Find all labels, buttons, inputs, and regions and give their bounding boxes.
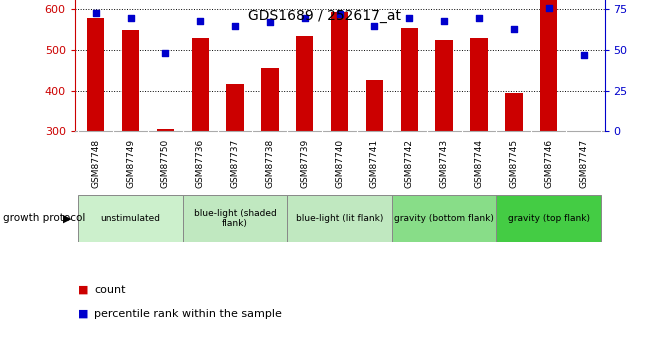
Bar bbox=[497, 195, 601, 242]
Point bbox=[369, 23, 380, 29]
Text: ▶: ▶ bbox=[63, 213, 72, 223]
Bar bbox=[331, 11, 348, 131]
Bar bbox=[296, 36, 313, 131]
Text: GSM87741: GSM87741 bbox=[370, 138, 379, 188]
Text: gravity (bottom flank): gravity (bottom flank) bbox=[395, 214, 494, 223]
Bar bbox=[183, 195, 287, 242]
Point bbox=[90, 10, 101, 16]
Bar bbox=[366, 80, 384, 131]
Point bbox=[300, 15, 310, 20]
Text: GSM87750: GSM87750 bbox=[161, 138, 170, 188]
Bar bbox=[122, 30, 139, 131]
Bar bbox=[261, 68, 279, 131]
Text: GSM87743: GSM87743 bbox=[439, 138, 448, 188]
Text: growth protocol: growth protocol bbox=[3, 213, 86, 223]
Bar bbox=[192, 38, 209, 131]
Text: GSM87749: GSM87749 bbox=[126, 138, 135, 188]
Point bbox=[474, 15, 484, 20]
Text: GSM87740: GSM87740 bbox=[335, 138, 344, 188]
Text: ■: ■ bbox=[78, 285, 88, 295]
Text: GSM87742: GSM87742 bbox=[405, 138, 414, 188]
Point bbox=[404, 15, 415, 20]
Text: GSM87748: GSM87748 bbox=[91, 138, 100, 188]
Text: GSM87745: GSM87745 bbox=[510, 138, 519, 188]
Bar bbox=[436, 40, 453, 131]
Bar bbox=[287, 195, 392, 242]
Text: GSM87746: GSM87746 bbox=[544, 138, 553, 188]
Bar bbox=[157, 129, 174, 131]
Text: GSM87747: GSM87747 bbox=[579, 138, 588, 188]
Point bbox=[160, 50, 170, 56]
Point bbox=[195, 18, 205, 23]
Bar bbox=[392, 195, 497, 242]
Text: GSM87739: GSM87739 bbox=[300, 138, 309, 188]
Text: blue-light (shaded
flank): blue-light (shaded flank) bbox=[194, 208, 276, 228]
Text: gravity (top flank): gravity (top flank) bbox=[508, 214, 590, 223]
Text: blue-light (lit flank): blue-light (lit flank) bbox=[296, 214, 384, 223]
Text: unstimulated: unstimulated bbox=[101, 214, 161, 223]
Point bbox=[543, 5, 554, 11]
Text: GSM87744: GSM87744 bbox=[474, 138, 484, 188]
Bar bbox=[78, 195, 183, 242]
Text: GDS1689 / 252617_at: GDS1689 / 252617_at bbox=[248, 9, 402, 23]
Text: GSM87737: GSM87737 bbox=[231, 138, 240, 188]
Bar bbox=[471, 38, 488, 131]
Point bbox=[334, 12, 345, 17]
Point bbox=[578, 52, 589, 58]
Point bbox=[265, 20, 275, 25]
Text: percentile rank within the sample: percentile rank within the sample bbox=[94, 309, 282, 319]
Text: GSM87736: GSM87736 bbox=[196, 138, 205, 188]
Bar bbox=[400, 28, 418, 131]
Point bbox=[230, 23, 240, 29]
Text: count: count bbox=[94, 285, 125, 295]
Bar bbox=[87, 18, 105, 131]
Bar bbox=[226, 85, 244, 131]
Bar bbox=[505, 92, 523, 131]
Text: GSM87738: GSM87738 bbox=[265, 138, 274, 188]
Point bbox=[439, 18, 449, 23]
Point bbox=[509, 26, 519, 32]
Bar bbox=[540, 0, 558, 131]
Point bbox=[125, 15, 136, 20]
Text: ■: ■ bbox=[78, 309, 88, 319]
